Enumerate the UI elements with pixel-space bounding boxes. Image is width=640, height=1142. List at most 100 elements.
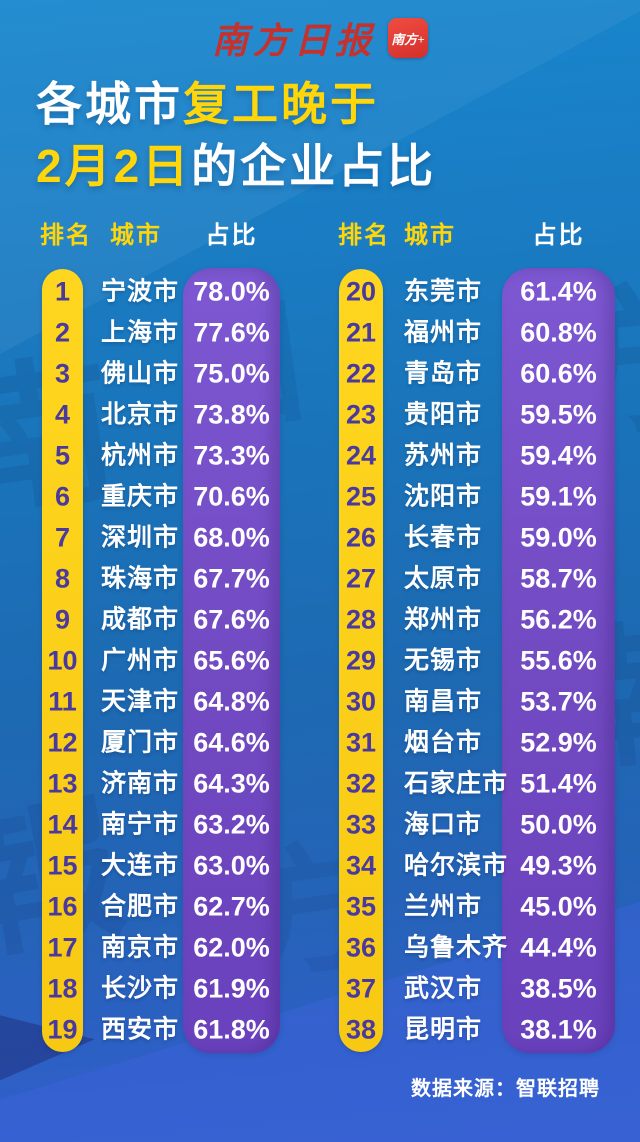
row-city: 武汉市 bbox=[404, 974, 483, 1002]
row-city: 长春市 bbox=[404, 523, 483, 551]
row-share: 61.9% bbox=[193, 973, 270, 1003]
newspaper-logo: 南方日报 bbox=[211, 21, 376, 61]
row-city: 成都市 bbox=[101, 605, 180, 633]
row-share: 70.6% bbox=[193, 481, 270, 511]
row-city: 北京市 bbox=[101, 400, 180, 428]
row-city: 石家庄市 bbox=[404, 769, 509, 797]
table-row: 24 苏州市 59.4% bbox=[0, 435, 640, 476]
row-city: 合肥市 bbox=[101, 892, 180, 920]
row-rank: 1 bbox=[54, 276, 71, 306]
row-share: 64.6% bbox=[193, 727, 270, 757]
row-share: 59.0% bbox=[520, 522, 597, 552]
row-rank: 15 bbox=[47, 850, 78, 880]
row-share: 73.8% bbox=[193, 399, 270, 429]
table-row: 1 宁波市 78.0% bbox=[0, 271, 640, 312]
table-row: 31 烟台市 52.9% bbox=[0, 722, 640, 763]
row-rank: 22 bbox=[345, 358, 377, 388]
row-city: 珠海市 bbox=[101, 564, 180, 592]
row-rank: 35 bbox=[345, 891, 377, 921]
row-rank: 12 bbox=[47, 727, 78, 757]
row-city: 广州市 bbox=[101, 646, 180, 674]
row-share: 78.0% bbox=[193, 276, 270, 306]
header-share-left: 占比 bbox=[205, 222, 258, 249]
row-share: 64.8% bbox=[193, 686, 270, 716]
row-share: 62.0% bbox=[193, 932, 270, 962]
row-city: 上海市 bbox=[101, 318, 180, 346]
row-city: 大连市 bbox=[101, 851, 180, 879]
table-row: 18 长沙市 61.9% bbox=[0, 968, 640, 1009]
table-row: 27 太原市 58.7% bbox=[0, 558, 640, 599]
header-city-left: 城市 bbox=[110, 222, 162, 249]
table-row: 2 上海市 77.6% bbox=[0, 312, 640, 353]
row-share: 67.7% bbox=[193, 563, 270, 593]
table-row: 26 长春市 59.0% bbox=[0, 517, 640, 558]
row-city: 福州市 bbox=[404, 318, 483, 346]
row-city: 南昌市 bbox=[404, 687, 483, 715]
table-row: 23 贵阳市 59.5% bbox=[0, 394, 640, 435]
row-rank: 6 bbox=[54, 481, 71, 511]
row-share: 58.7% bbox=[520, 563, 597, 593]
row-share: 77.6% bbox=[193, 317, 270, 347]
row-city: 沈阳市 bbox=[404, 482, 483, 510]
app-badge-icon: 南方+ bbox=[388, 18, 428, 58]
row-rank: 2 bbox=[54, 317, 71, 347]
row-rank: 19 bbox=[47, 1014, 78, 1044]
ranking-table-right-half: 20 东莞市 61.4% 21 福州市 60.8% 22 青岛市 60.6% 23 贵阳市 59.5%… bbox=[0, 268, 640, 1053]
row-city: 厦门市 bbox=[101, 728, 180, 756]
row-city: 无锡市 bbox=[404, 646, 483, 674]
ranking-table-left-half: 1 宁波市 78.0% 2 上海市 77.6% 3 佛山市 75.0% 4 北京市 73.8% 5 杭州市… bbox=[0, 268, 640, 1053]
table-row: 12 厦门市 64.6% bbox=[0, 722, 640, 763]
row-rank: 8 bbox=[54, 563, 71, 593]
row-share: 60.6% bbox=[520, 358, 597, 388]
table-row: 29 无锡市 55.6% bbox=[0, 640, 640, 681]
row-rank: 26 bbox=[345, 522, 377, 552]
table-row: 22 青岛市 60.6% bbox=[0, 353, 640, 394]
table-row: 32 石家庄市 51.4% bbox=[0, 763, 640, 804]
row-share: 38.5% bbox=[520, 973, 597, 1003]
header-city-right: 城市 bbox=[404, 222, 456, 249]
row-share: 38.1% bbox=[520, 1014, 597, 1044]
row-share: 60.8% bbox=[520, 317, 597, 347]
row-share: 67.6% bbox=[193, 604, 270, 634]
row-rank: 31 bbox=[345, 727, 377, 757]
row-rank: 36 bbox=[345, 932, 377, 962]
row-share: 63.0% bbox=[193, 850, 270, 880]
row-share: 61.8% bbox=[193, 1014, 270, 1044]
title-part-white: 各城市 bbox=[36, 78, 183, 130]
row-city: 苏州市 bbox=[404, 441, 483, 469]
row-city: 太原市 bbox=[404, 564, 483, 592]
row-city: 海口市 bbox=[404, 810, 483, 838]
row-rank: 33 bbox=[345, 809, 377, 839]
row-rank: 3 bbox=[54, 358, 71, 388]
row-rank: 24 bbox=[345, 440, 377, 470]
row-share: 73.3% bbox=[193, 440, 270, 470]
table-rows-left: 1 宁波市 78.0% 2 上海市 77.6% 3 佛山市 75.0% 4 北京市 73.8% 5 杭州市… bbox=[0, 271, 640, 1050]
table-row: 14 南宁市 63.2% bbox=[0, 804, 640, 845]
row-rank: 20 bbox=[345, 276, 377, 306]
row-city: 南京市 bbox=[101, 933, 180, 961]
table-row: 7 深圳市 68.0% bbox=[0, 517, 640, 558]
table-row: 34 哈尔滨市 49.3% bbox=[0, 845, 640, 886]
row-city: 贵阳市 bbox=[404, 400, 483, 428]
table-row: 17 南京市 62.0% bbox=[0, 927, 640, 968]
table-row: 5 杭州市 73.3% bbox=[0, 435, 640, 476]
table-row: 28 郑州市 56.2% bbox=[0, 599, 640, 640]
row-share: 59.4% bbox=[520, 440, 597, 470]
table-row: 10 广州市 65.6% bbox=[0, 640, 640, 681]
row-city: 郑州市 bbox=[404, 605, 483, 633]
table-row: 15 大连市 63.0% bbox=[0, 845, 640, 886]
share-column-background bbox=[183, 268, 280, 1053]
table-row: 9 成都市 67.6% bbox=[0, 599, 640, 640]
row-rank: 17 bbox=[47, 932, 78, 962]
row-rank: 18 bbox=[47, 973, 78, 1003]
row-share: 49.3% bbox=[520, 850, 597, 880]
row-share: 51.4% bbox=[520, 768, 597, 798]
table-row: 30 南昌市 53.7% bbox=[0, 681, 640, 722]
row-share: 59.5% bbox=[520, 399, 597, 429]
row-rank: 16 bbox=[47, 891, 78, 921]
header-rank-left: 排名 bbox=[40, 222, 92, 249]
row-city: 宁波市 bbox=[101, 277, 180, 305]
row-rank: 23 bbox=[345, 399, 377, 429]
row-rank: 4 bbox=[54, 399, 71, 429]
data-source-credit: 数据来源：智联招聘 bbox=[411, 1078, 600, 1100]
